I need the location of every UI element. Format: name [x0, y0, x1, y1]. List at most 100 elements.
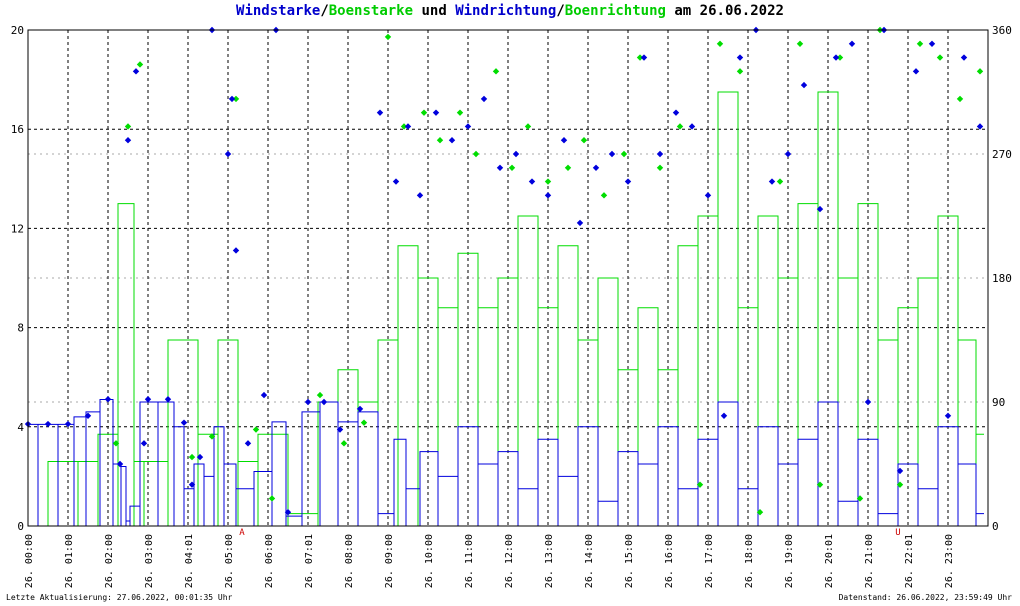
windrichtung-point — [704, 192, 712, 199]
x-tick-label: 26. 13:00 — [544, 534, 555, 588]
x-tick-label: 26. 20:01 — [824, 534, 835, 588]
windrichtung-point — [480, 95, 488, 103]
windrichtung-point — [124, 137, 132, 144]
y-tick-left-label: 0 — [17, 520, 24, 533]
x-tick-label: 26. 23:00 — [944, 534, 955, 588]
windrichtung-point — [320, 398, 328, 406]
boenrichtung-point — [188, 453, 196, 461]
boenrichtung-point — [956, 95, 964, 103]
boenrichtung-point — [436, 137, 444, 144]
windrichtung-point — [356, 405, 364, 413]
x-tick-label: 26. 00:00 — [24, 534, 35, 588]
y-tick-left-label: 16 — [11, 123, 24, 136]
y-tick-right-label: 180 — [992, 272, 1012, 285]
boenrichtung-point — [208, 433, 216, 440]
boenrichtung-point — [696, 481, 704, 488]
windrichtung-point — [656, 150, 664, 158]
windrichtung-point — [180, 419, 188, 426]
boenrichtung-point — [400, 123, 408, 130]
boenrichtung-point — [896, 481, 904, 488]
windrichtung-point — [464, 123, 472, 130]
windrichtung-point — [624, 178, 632, 185]
x-tick-label: 26. 11:00 — [464, 534, 475, 588]
boenrichtung-point — [776, 178, 784, 185]
y-tick-left-label: 12 — [11, 222, 24, 235]
windrichtung-point — [800, 81, 808, 89]
windrichtung-point — [896, 467, 904, 475]
title-windrichtung: Windrichtung — [455, 3, 557, 19]
x-tick-label: 26. 22:01 — [904, 534, 915, 588]
y-tick-left-label: 20 — [11, 24, 24, 37]
boenrichtung-point — [620, 150, 628, 158]
y-tick-right-label: 90 — [992, 396, 1005, 409]
x-tick-label: 26. 14:00 — [584, 534, 595, 588]
boenrichtung-point — [580, 137, 588, 144]
windrichtung-point — [544, 192, 552, 199]
title-date: am 26.06.2022 — [665, 3, 784, 19]
x-tick-label: 26. 03:00 — [144, 534, 155, 588]
windrichtung-point — [496, 164, 504, 171]
x-tick-label: 26. 15:00 — [624, 534, 635, 588]
windrichtung-point — [672, 109, 680, 116]
windrichtung-point — [784, 150, 792, 158]
windrichtung-point — [928, 40, 936, 47]
x-tick-label: 26. 18:00 — [744, 534, 755, 588]
boenrichtung-point — [420, 109, 428, 116]
windrichtung-point — [260, 391, 268, 399]
event-marker: U — [895, 528, 900, 538]
boenrichtung-point — [508, 164, 516, 171]
boenrichtung-point — [676, 123, 684, 130]
windrichtung-point — [244, 440, 252, 447]
x-tick-label: 26. 16:00 — [664, 534, 675, 588]
boenrichtung-point — [544, 178, 552, 185]
y-tick-left-label: 4 — [17, 421, 24, 434]
windrichtung-point — [392, 178, 400, 185]
windrichtung-point — [336, 426, 344, 433]
boenrichtung-point — [124, 123, 132, 130]
x-tick-label: 26. 05:00 — [224, 534, 235, 588]
windrichtung-point — [64, 420, 72, 428]
event-marker: A — [239, 528, 245, 538]
x-tick-label: 26. 01:00 — [64, 534, 75, 588]
windrichtung-point — [912, 68, 920, 75]
y-tick-right-label: 270 — [992, 148, 1012, 161]
windrichtung-point — [132, 68, 140, 75]
boenrichtung-point — [268, 495, 276, 502]
boenrichtung-point — [816, 481, 824, 488]
axis-layer: 0 4 8 12 16 20 0 90 180 270 360 26. 00:00 26. 01:00 2… — [11, 24, 1012, 588]
gust-layer — [28, 91, 984, 527]
windrichtung-point — [816, 205, 824, 213]
title-boenstarke: Boenstarke — [328, 3, 414, 19]
windrichtung-point — [376, 109, 384, 116]
windrichtung-point — [84, 412, 92, 419]
windrichtung-point — [284, 509, 292, 516]
windrichtung-point — [736, 54, 744, 61]
boenrichtung-point — [936, 54, 944, 61]
boenrichtung-point — [136, 61, 144, 68]
windrichtung-point — [188, 481, 196, 488]
x-tick-label: 26. 08:00 — [344, 534, 355, 588]
chart-title: Windstarke/Boenstarke und Windrichtung/B… — [0, 3, 1020, 19]
y-tick-right-label: 360 — [992, 24, 1012, 37]
windrichtung-point — [960, 54, 968, 61]
boenrichtung-point — [472, 150, 480, 158]
boenrichtung-point — [600, 192, 608, 199]
windrichtung-point — [864, 398, 872, 406]
title-separator-1: / — [320, 3, 329, 19]
boenrichtung-point — [360, 419, 368, 426]
windrichtung-point — [228, 95, 236, 103]
windrichtung-point — [404, 123, 412, 130]
plot-frame — [27, 29, 989, 527]
windrichtung-point — [576, 219, 584, 227]
windrichtung-point — [144, 396, 152, 403]
windrichtung-point — [560, 137, 568, 144]
windrichtung-point — [432, 109, 440, 116]
windrichtung-point — [944, 412, 952, 419]
windrichtung-point — [416, 192, 424, 199]
series-boenstarke-line — [28, 91, 984, 527]
windrichtung-point — [640, 54, 648, 61]
boenrichtung-point — [856, 495, 864, 502]
wind-layer — [28, 399, 984, 526]
x-tick-label: 26. 12:00 — [504, 534, 515, 588]
boenrichtung-point — [716, 40, 724, 47]
